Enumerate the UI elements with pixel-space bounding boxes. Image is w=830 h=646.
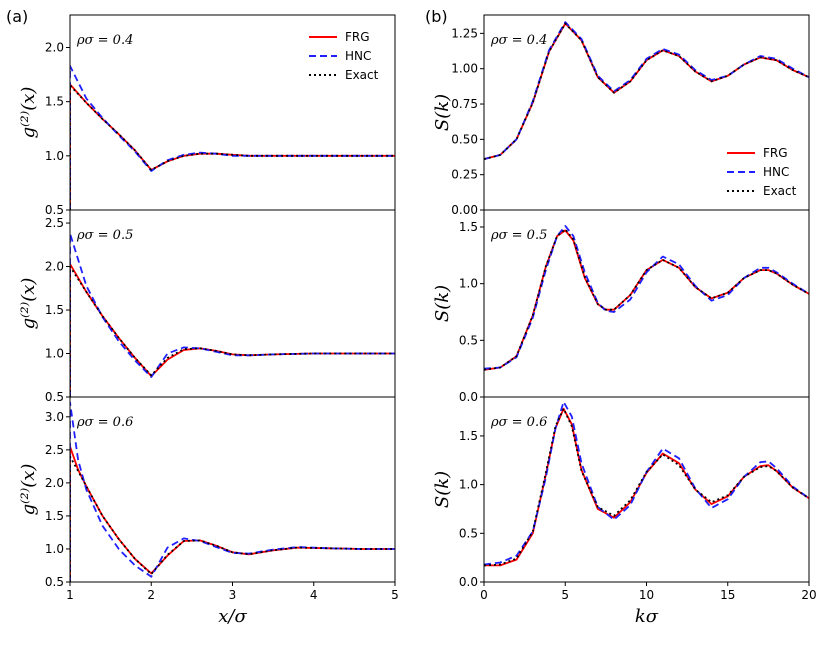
subplot-S_04: 0.00 0.25 0.50 0.75 1.00 1.25 S(k) ρσ = 0.4 FRG H…: [432, 14, 810, 217]
y-tick-label: 1.0: [459, 277, 478, 291]
series-line-exact: [70, 84, 395, 210]
plot-area: 0.51.01.52.0g⁽²⁾(x)ρσ = 0.4 FRGHNCExact0.…: [18, 14, 817, 627]
panel-label-a: (a): [6, 7, 28, 26]
subplot-g_05: 0.5 1.0 1.5 2.0 2.5 g⁽²⁾(x) ρσ = 0.5: [18, 209, 396, 404]
series-line-hnc: [484, 401, 809, 566]
y-axis-label: g⁽²⁾(x): [18, 278, 39, 330]
y-tick-label: 0.75: [451, 97, 478, 111]
y-tick-label: 1.5: [45, 303, 64, 317]
legend-label-exact: Exact: [345, 68, 379, 82]
y-tick-label: 1.5: [45, 95, 64, 109]
y-axis-label: g⁽²⁾(x): [18, 87, 39, 139]
y-tick-label: 0.25: [451, 168, 478, 182]
y-tick-label: 2.0: [45, 476, 64, 490]
x-tick-label: 0: [480, 588, 488, 602]
y-axis-label: S(k): [432, 94, 453, 131]
series-group: [484, 401, 809, 567]
legend-label-frg: FRG: [763, 146, 788, 160]
series-group: [484, 225, 809, 371]
y-tick-label: 1.00: [451, 62, 478, 76]
x-tick-label: 2: [147, 588, 155, 602]
y-tick-label: 0.50: [451, 132, 478, 146]
density-annotation: ρσ = 0.5: [490, 228, 547, 243]
x-tick-label: 5: [561, 588, 569, 602]
series-line-hnc: [484, 225, 809, 370]
density-annotation: ρσ = 0.5: [76, 228, 133, 243]
y-tick-label: 1.5: [459, 220, 478, 234]
y-tick-label: 0.5: [459, 526, 478, 540]
density-annotation: ρσ = 0.6: [76, 415, 133, 430]
subplot-S_06: 0.0 0.5 1.0 1.5 0 5 10 15 20 S(k) kσ ρσ = 0.6: [432, 396, 817, 627]
density-annotation: ρσ = 0.4: [490, 33, 547, 48]
x-axis-label: x/σ: [218, 606, 247, 627]
legend-label-exact: Exact: [763, 184, 797, 198]
density-annotation: ρσ = 0.4: [76, 33, 133, 48]
legend-label-hnc: HNC: [345, 49, 371, 63]
series-group: [70, 401, 395, 582]
y-tick-label: 1.5: [459, 429, 478, 443]
y-tick-label: 1.0: [45, 347, 64, 361]
y-tick-label: 3.0: [45, 410, 64, 424]
legend: FRG HNC Exact: [309, 30, 379, 82]
y-tick-label: 2.0: [45, 41, 64, 55]
series-line-frg: [70, 445, 395, 582]
series-line-frg: [70, 263, 395, 397]
series-line-exact: [70, 455, 395, 582]
series-line-hnc: [70, 65, 395, 210]
x-tick-label: 4: [310, 588, 318, 602]
y-axis-label: g⁽²⁾(x): [18, 464, 39, 516]
y-tick-label: 0.5: [45, 390, 64, 404]
y-tick-label: 0.0: [459, 575, 478, 589]
series-line-frg: [484, 407, 809, 567]
series-line-hnc: [70, 232, 395, 397]
y-tick-label: 0.5: [459, 333, 478, 347]
y-tick-label: 2.5: [45, 216, 64, 230]
subplot-S_05: 0.0 0.5 1.0 1.5 S(k) ρσ = 0.5: [432, 209, 810, 404]
x-tick-label: 15: [720, 588, 735, 602]
x-tick-label: 20: [801, 588, 816, 602]
y-tick-label: 0.5: [45, 203, 64, 217]
y-tick-label: 1.5: [45, 509, 64, 523]
density-annotation: ρσ = 0.6: [490, 415, 547, 430]
series-line-exact: [484, 228, 809, 371]
x-tick-label: 1: [66, 588, 74, 602]
series-line-hnc: [484, 21, 809, 160]
legend-label-hnc: HNC: [763, 165, 789, 179]
y-tick-label: 1.0: [459, 478, 478, 492]
legend-label-frg: FRG: [345, 30, 370, 44]
x-tick-label: 3: [229, 588, 237, 602]
panel-label-b: (b): [425, 7, 448, 26]
series-group: [70, 65, 395, 210]
y-tick-label: 2.0: [45, 260, 64, 274]
y-axis-label: S(k): [432, 285, 453, 322]
series-group: [484, 21, 809, 160]
x-axis-label: kσ: [635, 606, 659, 627]
series-group: [70, 232, 395, 397]
subplot-g_06: 0.5 1.0 1.5 2.0 2.5 3.0 1 2 3 4 5 g⁽²⁾(x) x/σ ρσ = 0.…: [18, 396, 399, 627]
y-tick-label: 1.25: [451, 26, 478, 40]
y-tick-label: 0.00: [451, 203, 478, 217]
series-line-frg: [484, 229, 809, 371]
subplot-g_04: 0.5 1.0 1.5 2.0 g⁽²⁾(x) ρσ = 0.4 FRG HNC Exact: [18, 14, 396, 217]
series-line-hnc: [70, 401, 395, 582]
y-tick-label: 0.0: [459, 390, 478, 404]
series-line-exact: [70, 265, 395, 397]
y-tick-label: 0.5: [45, 575, 64, 589]
series-line-frg: [70, 83, 395, 210]
series-line-exact: [484, 407, 809, 567]
y-tick-label: 2.5: [45, 443, 64, 457]
x-tick-label: 10: [639, 588, 654, 602]
y-axis-label: S(k): [432, 471, 453, 508]
x-tick-label: 5: [391, 588, 399, 602]
y-tick-label: 1.0: [45, 542, 64, 556]
y-tick-label: 1.0: [45, 149, 64, 163]
legend: FRG HNC Exact: [727, 146, 797, 198]
